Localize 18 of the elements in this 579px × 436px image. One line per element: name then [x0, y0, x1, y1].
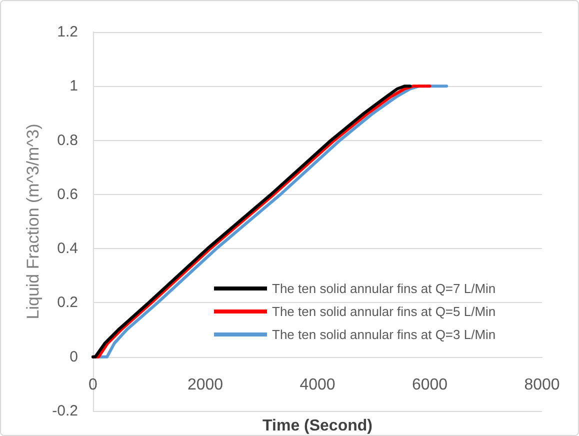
x-tick-label: 2000: [187, 376, 224, 394]
legend-label: The ten solid annular fins at Q=7 L/Min: [272, 281, 496, 296]
legend-label: The ten solid annular fins at Q=5 L/Min: [272, 304, 496, 319]
y-tick-label: 0.4: [57, 240, 78, 258]
x-tick-label: 0: [88, 376, 98, 394]
y-tick-label: 0.2: [57, 294, 78, 312]
y-tick-label: -0.2: [52, 402, 78, 420]
y-tick-label: 0.8: [57, 132, 78, 149]
y-tick-label: 0: [70, 348, 78, 366]
y-tick-label: 1.2: [57, 24, 78, 40]
x-tick-label: 6000: [412, 376, 448, 394]
legend-label: The ten solid annular fins at Q=3 L/Min: [272, 327, 496, 342]
x-tick-label: 8000: [524, 376, 560, 394]
x-tick-label: 4000: [300, 376, 336, 394]
y-tick-label: 1: [70, 78, 78, 95]
y-axis-title: Liquid Fraction (m^3/m^3): [23, 124, 42, 320]
x-axis-title: Time (Second): [262, 417, 372, 434]
y-tick-label: 0.6: [57, 186, 78, 203]
